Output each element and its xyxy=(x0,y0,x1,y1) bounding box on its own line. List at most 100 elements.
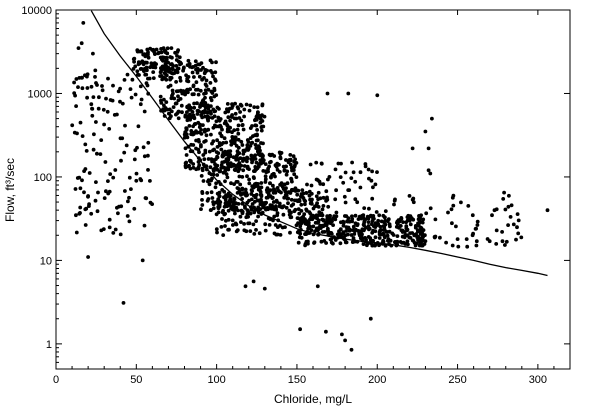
data-point xyxy=(297,211,302,216)
data-point xyxy=(326,226,330,231)
data-point xyxy=(261,153,265,158)
data-point xyxy=(182,65,186,70)
data-point xyxy=(225,175,230,180)
data-point xyxy=(377,236,382,240)
data-point xyxy=(235,191,240,195)
data-point xyxy=(211,158,216,162)
data-point xyxy=(284,158,288,162)
data-point xyxy=(192,75,196,79)
data-point xyxy=(221,141,226,145)
data-point xyxy=(197,62,202,67)
data-point xyxy=(225,127,230,131)
data-point xyxy=(240,175,245,179)
data-point xyxy=(456,244,461,249)
data-point xyxy=(446,210,450,215)
data-point xyxy=(230,102,234,106)
data-point xyxy=(228,149,233,154)
data-point xyxy=(459,200,463,205)
data-point xyxy=(312,241,316,245)
data-point xyxy=(226,153,230,157)
data-point xyxy=(254,138,259,143)
data-point xyxy=(403,242,408,246)
data-point xyxy=(433,217,438,222)
data-point xyxy=(244,102,249,107)
data-point xyxy=(545,208,550,213)
data-point xyxy=(96,106,101,111)
data-point xyxy=(230,136,235,141)
data-point xyxy=(296,240,301,245)
data-point xyxy=(511,222,516,227)
data-point xyxy=(269,159,273,164)
data-point xyxy=(225,102,230,106)
data-point xyxy=(127,195,131,200)
x-tick-label: 200 xyxy=(368,374,386,386)
data-point xyxy=(351,224,356,229)
data-point xyxy=(215,105,220,110)
data-point xyxy=(232,116,237,121)
data-point xyxy=(374,210,379,214)
data-point xyxy=(191,83,196,88)
data-point xyxy=(444,240,448,245)
data-point xyxy=(200,168,205,173)
data-point xyxy=(388,224,392,229)
fit-curve-line xyxy=(90,10,548,277)
data-point xyxy=(325,197,330,202)
data-point xyxy=(310,217,315,222)
data-point xyxy=(224,172,229,177)
data-point xyxy=(151,76,156,80)
data-point xyxy=(140,59,145,64)
data-point xyxy=(185,135,190,140)
data-point xyxy=(302,212,307,217)
data-point xyxy=(139,97,144,102)
data-point xyxy=(330,219,334,224)
data-point xyxy=(210,91,215,95)
data-point xyxy=(271,183,275,188)
data-point xyxy=(246,210,251,214)
data-point xyxy=(199,174,204,178)
data-point xyxy=(239,139,244,144)
data-point xyxy=(218,131,223,136)
data-point xyxy=(236,208,240,213)
data-point xyxy=(184,153,189,157)
data-point xyxy=(236,137,241,142)
data-point xyxy=(213,78,218,83)
data-point xyxy=(78,205,83,210)
data-point xyxy=(418,240,422,245)
data-point xyxy=(184,126,189,131)
data-point xyxy=(272,214,277,219)
data-point xyxy=(370,196,375,201)
data-point xyxy=(263,228,268,233)
x-tick-label: 100 xyxy=(207,374,225,386)
data-point xyxy=(377,213,382,218)
data-point xyxy=(296,188,301,193)
data-point xyxy=(126,199,130,204)
data-point xyxy=(405,239,410,244)
data-point xyxy=(94,120,98,124)
data-point xyxy=(309,183,314,188)
data-point xyxy=(297,230,302,235)
data-point xyxy=(256,214,260,219)
data-point xyxy=(405,227,410,232)
data-point xyxy=(255,182,260,186)
data-point xyxy=(416,238,420,242)
data-point xyxy=(221,153,226,158)
data-point xyxy=(217,141,222,145)
data-point xyxy=(207,149,212,154)
data-point xyxy=(258,158,263,163)
data-point xyxy=(188,87,193,92)
plot-frame xyxy=(55,9,571,370)
data-point xyxy=(316,190,321,195)
data-point xyxy=(185,79,189,83)
data-point xyxy=(363,236,367,240)
data-point xyxy=(307,226,312,231)
data-point xyxy=(162,103,166,108)
data-point xyxy=(245,138,250,142)
data-point xyxy=(128,87,133,91)
data-point xyxy=(503,243,507,247)
data-point xyxy=(136,124,141,129)
data-point xyxy=(500,239,505,244)
data-point xyxy=(241,152,246,156)
data-point xyxy=(506,204,511,209)
data-point xyxy=(263,177,268,182)
data-point xyxy=(125,214,130,218)
